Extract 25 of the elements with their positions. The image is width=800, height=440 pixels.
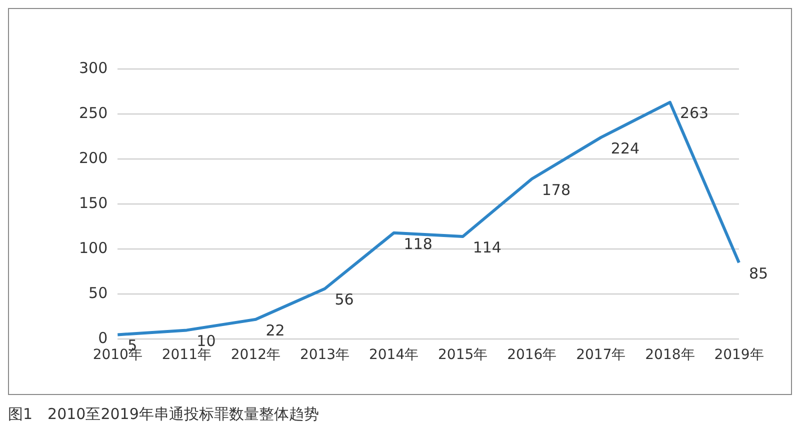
data-label: 22 (266, 321, 285, 340)
y-tick-label: 50 (88, 284, 108, 302)
data-label: 224 (610, 139, 640, 158)
data-label: 178 (542, 180, 571, 199)
y-tick-label: 150 (78, 194, 108, 212)
data-label: 118 (404, 234, 432, 253)
data-label: 85 (749, 264, 768, 283)
y-tick-label: 100 (78, 239, 108, 258)
y-tick-label: 250 (78, 104, 108, 122)
x-tick-label: 2014年 (368, 347, 419, 364)
x-tick-label: 2018年 (645, 347, 695, 364)
y-tick-label: 300 (78, 58, 108, 77)
caption: 图1 2010至2019年串通投标罪数量整体趋势 (8, 405, 320, 424)
data-label: 114 (472, 238, 502, 256)
y-tick-label: 200 (78, 148, 108, 167)
x-tick-label: 2019年 (714, 347, 764, 364)
x-tick-label: 2015年 (438, 347, 488, 364)
x-tick-label: 2011年 (162, 347, 212, 364)
data-label: 263 (680, 104, 709, 122)
x-tick-label: 2016年 (507, 347, 557, 364)
x-tick-label: 2017年 (576, 347, 626, 364)
data-label: 56 (334, 290, 354, 309)
x-tick-label: 2012年 (230, 347, 281, 364)
y-tick-label: 0 (98, 329, 108, 348)
x-tick-label: 2013年 (300, 347, 350, 364)
